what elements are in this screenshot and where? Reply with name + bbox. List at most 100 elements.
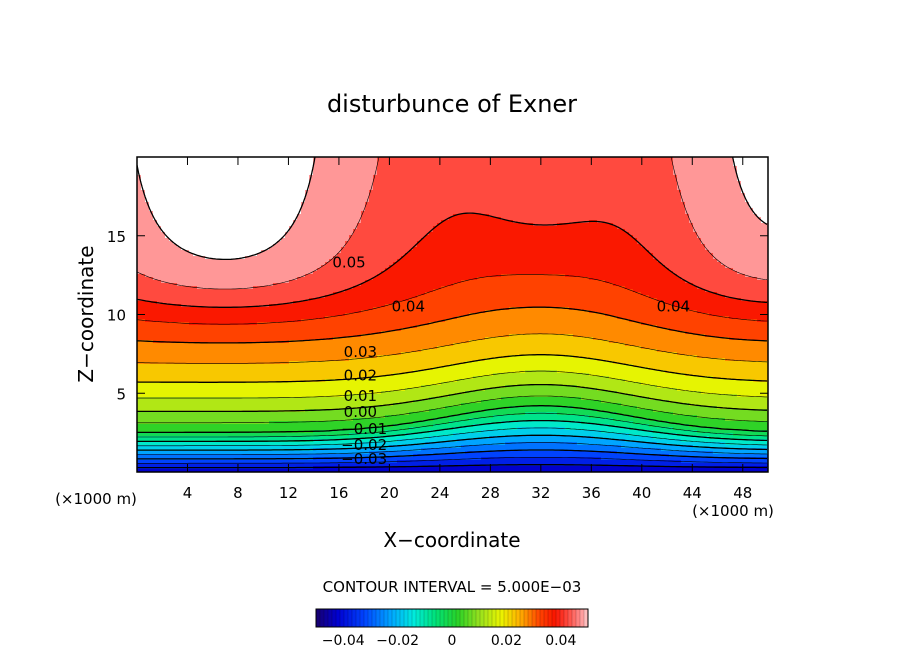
field-cell [709,166,714,170]
field-cell [153,163,158,167]
field-cell [757,163,762,167]
field-cell [269,187,274,191]
field-cell [261,193,266,197]
field-cell [449,157,454,161]
field-cell [433,190,438,194]
field-cell [633,172,638,176]
field-cell [493,172,498,176]
field-cell [289,169,294,173]
field-cell [445,163,450,167]
field-cell [585,172,590,176]
field-cell [725,184,730,188]
field-cell [561,157,566,161]
field-cell [757,172,762,176]
field-cell [177,193,182,197]
field-cell [545,172,550,176]
field-cell [485,178,490,182]
field-cell [225,184,230,188]
field-cell [213,184,218,188]
field-cell [545,163,550,167]
field-cell [321,193,326,197]
field-cell [441,163,446,167]
field-cell [229,160,234,164]
field-cell [681,160,686,164]
field-cell [581,166,586,170]
field-cell [385,160,390,164]
field-cell [349,181,354,185]
field-cell [373,157,378,161]
field-cell [473,190,478,194]
field-cell [669,172,674,176]
field-cell [281,166,286,170]
field-cell [673,169,678,173]
field-cell [405,175,410,179]
field-cell [557,187,562,191]
field-cell [449,178,454,182]
field-cell [401,187,406,191]
field-cell [205,187,210,191]
field-cell [581,160,586,164]
field-cell [257,193,262,197]
field-cell [493,190,498,194]
field-cell [449,184,454,188]
field-cell [601,178,606,182]
field-cell [409,178,414,182]
field-cell [261,172,266,176]
field-cell [493,175,498,179]
field-cell [197,184,202,188]
field-cell [233,178,238,182]
field-cell [445,181,450,185]
field-cell [609,178,614,182]
field-cell [609,175,614,179]
field-cell [757,157,762,161]
field-cell [137,178,142,182]
field-cell [537,163,542,167]
field-cell [729,157,734,161]
field-cell [721,181,726,185]
field-cell [505,166,510,170]
field-cell [333,190,338,194]
field-cell [161,178,166,182]
field-cell [641,184,646,188]
field-cell [269,178,274,182]
field-cell [665,178,670,182]
field-cell [633,169,638,173]
field-cell [265,169,270,173]
field-cell [469,187,474,191]
field-cell [757,178,762,182]
field-cell [253,193,258,197]
field-cell [761,187,766,191]
field-cell [381,175,386,179]
field-cell [645,172,650,176]
field-cell [629,190,634,194]
field-cell [765,175,768,179]
field-cell [625,157,630,161]
field-cell [189,178,194,182]
field-cell [357,160,362,164]
field-cell [165,178,170,182]
field-cell [745,157,750,161]
field-cell [201,178,206,182]
field-cell [197,172,202,176]
field-cell [613,160,618,164]
field-cell [257,184,262,188]
field-cell [325,178,330,182]
field-cell [417,160,422,164]
field-cell [553,178,558,182]
field-cell [693,175,698,179]
field-cell [701,187,706,191]
field-cell [157,184,162,188]
field-cell [157,166,162,170]
field-cell [209,178,214,182]
field-cell [765,181,768,185]
field-cell [201,172,206,176]
field-cell [753,157,758,161]
field-cell [421,190,426,194]
field-cell [425,166,430,170]
field-cell [493,184,498,188]
field-cell [369,181,374,185]
field-cell [521,160,526,164]
field-cell [701,172,706,176]
field-cell [505,178,510,182]
field-cell [145,181,150,185]
